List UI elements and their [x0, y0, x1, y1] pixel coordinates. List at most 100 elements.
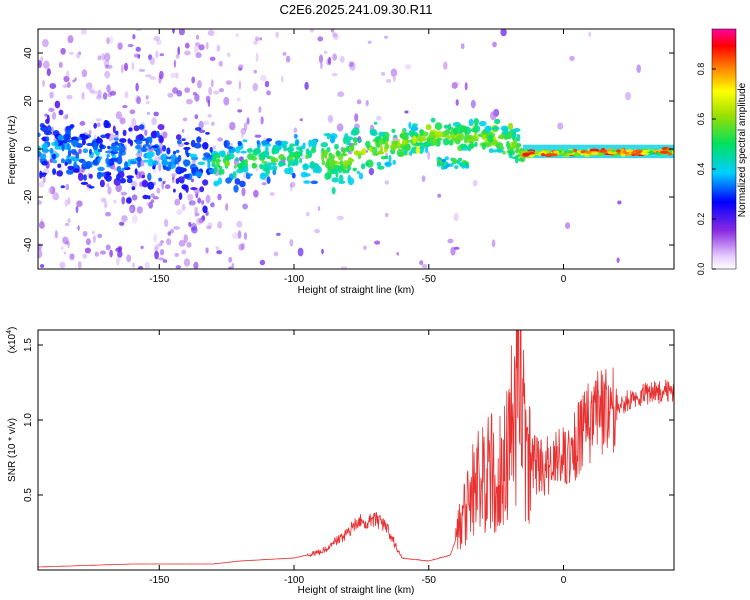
spectrogram-cell: [331, 187, 336, 195]
spectrogram-cell: [186, 241, 192, 248]
spectrogram-cell: [146, 201, 149, 206]
spectrogram-cell: [124, 161, 129, 169]
spectrogram-cell: [588, 31, 591, 38]
y-tick-label: 1.0: [23, 413, 34, 427]
spectrogram-cell: [421, 264, 428, 269]
spectrogram-cell: [104, 211, 112, 217]
spectrogram-cell: [384, 35, 389, 39]
spectrogram-cell: [245, 158, 248, 166]
spectrogram-cell: [276, 232, 281, 236]
spectrogram-cell: [121, 215, 128, 223]
spectrogram-cell: [187, 193, 194, 201]
spectrogram-cell: [106, 84, 111, 93]
spectrogram-cell: [289, 143, 296, 147]
spectrogram-cell: [424, 146, 429, 154]
spectrogram-cell: [188, 200, 196, 206]
spectrogram-cell: [384, 180, 389, 185]
spectrogram-cell: [150, 130, 158, 139]
spectrogram-cell: [78, 148, 82, 154]
spectrogram-cell: [332, 53, 337, 61]
spectrogram-cell: [134, 168, 138, 176]
spectrogram-cell: [559, 152, 568, 156]
spectrogram-cell: [98, 148, 103, 153]
spectrogram-cell: [105, 157, 110, 165]
snr-x-axis: -150 -100 -50 0: [149, 330, 567, 586]
spectrogram-cell: [109, 90, 117, 96]
spectrogram-cell: [174, 198, 181, 206]
spectrogram-cell: [634, 149, 643, 153]
spectrogram-cell: [107, 172, 112, 176]
spectrogram-cell: [173, 59, 177, 68]
spectrogram-cell: [388, 154, 392, 163]
spectrogram-cell: [288, 156, 294, 161]
y-tick-label: 1.5: [23, 338, 34, 352]
spectrogram-cell: [237, 141, 242, 146]
spectrogram-cell: [112, 125, 116, 134]
spectrogram-cell: [60, 158, 65, 164]
spectrogram-cell: [106, 37, 110, 45]
spectrogram-cell: [293, 151, 301, 160]
snr-y-label: SNR (10 * v/v): [7, 418, 18, 482]
spectrogram-cell: [340, 265, 348, 269]
spectrogram-cell: [138, 124, 145, 130]
spectrogram-cell: [490, 111, 497, 121]
spectrogram-cell: [226, 153, 230, 160]
spectrogram-cell: [181, 249, 187, 255]
spectrogram-cell: [190, 201, 195, 206]
spectrogram-cell: [215, 246, 219, 250]
spectrogram-cell: [202, 156, 207, 161]
spectrogram-cell: [162, 180, 166, 185]
spectrogram-cell: [345, 138, 351, 146]
spectrogram-cell: [195, 171, 203, 178]
spectrogram-cell: [173, 226, 181, 230]
spectrogram-cell: [455, 135, 462, 141]
spectrogram-cell: [353, 142, 358, 146]
y-tick-label: -20: [23, 189, 34, 204]
spectrogram-cell: [261, 140, 269, 146]
spectrogram-cell: [234, 178, 241, 185]
spectrogram-cell: [103, 200, 108, 209]
spectrogram-cell: [126, 175, 134, 179]
spectrogram-cell: [241, 242, 245, 250]
spectrogram-cell: [66, 94, 73, 100]
spectrogram-cell: [173, 188, 176, 193]
spectrogram-cell: [565, 222, 571, 230]
spectrogram-cell: [40, 264, 45, 268]
spectrogram-cell: [127, 159, 131, 167]
spectrogram-cell: [147, 195, 151, 200]
spectrogram-cell: [281, 140, 287, 149]
y-tick-label: 20: [23, 95, 34, 107]
spectrogram-cell: [45, 118, 50, 124]
spectrogram-cell: [177, 139, 182, 145]
spectrogram-cell: [135, 29, 142, 32]
spectrogram-cell: [379, 145, 383, 154]
spectrogram-y-axis: -40 -20 0 20 40: [23, 47, 674, 252]
spectrogram-cell: [77, 136, 82, 140]
spectrogram-cell: [310, 180, 318, 185]
y-tick-label: 0: [23, 146, 34, 152]
spectrogram-cell: [457, 157, 463, 162]
spectrogram-y-label: Frequency (Hz): [7, 116, 18, 185]
spectrogram-cell: [160, 240, 164, 244]
spectrogram-cell: [617, 200, 622, 205]
spectrogram-cell: [209, 146, 213, 153]
spectrogram-cell: [183, 234, 188, 243]
spectrogram-cell: [162, 259, 168, 263]
spectrogram-cell: [336, 123, 344, 132]
spectrogram-cell: [130, 180, 138, 188]
spectrogram-cell: [82, 230, 88, 237]
spectrogram-cell: [140, 245, 144, 250]
spectrogram-cell: [253, 147, 261, 155]
spectrogram-cell: [266, 138, 273, 142]
spectrogram-cell: [91, 230, 95, 235]
spectrogram-cell: [460, 43, 465, 50]
spectrogram-cell: [233, 184, 239, 193]
spectrogram-cell: [205, 132, 210, 135]
spectrogram-cell: [616, 257, 620, 264]
spectrogram-cell: [421, 175, 426, 183]
spectrogram-cell: [461, 164, 466, 169]
spectrogram-cell: [54, 139, 59, 147]
spectrogram-cell: [41, 160, 48, 166]
spectrogram-cell: [63, 251, 67, 255]
spectrogram-cell: [67, 35, 74, 44]
